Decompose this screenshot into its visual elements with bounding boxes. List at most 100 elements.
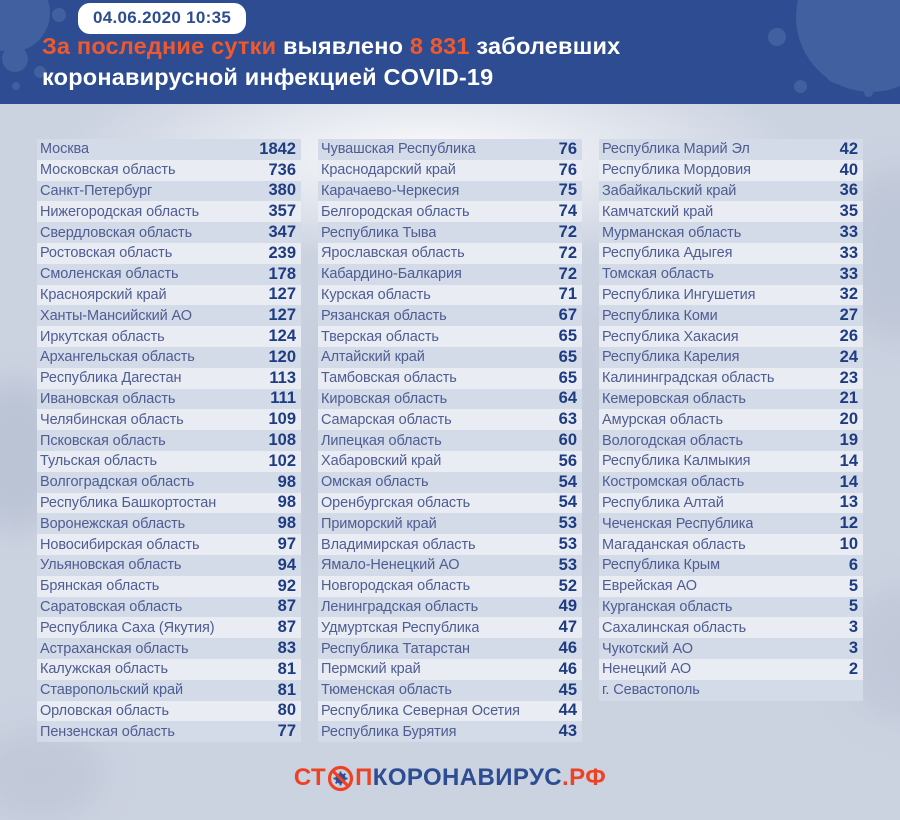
region-value: 81	[277, 680, 296, 699]
region-value: 75	[558, 181, 577, 200]
region-value: 127	[268, 285, 296, 304]
region-name: Белгородская область	[321, 203, 470, 220]
table-row: Курганская область 5	[599, 596, 863, 618]
region-value: 36	[839, 181, 858, 200]
region-value: 64	[558, 389, 577, 408]
region-name: Ивановская область	[40, 390, 176, 407]
table-column-1: Москва 1842 Московская область 736 Санкт-Пет…	[37, 139, 301, 743]
region-value: 67	[558, 306, 577, 325]
region-name: Рязанская область	[321, 307, 447, 324]
region-name: Архангельская область	[40, 349, 195, 366]
table-row: Кемеровская область 21	[599, 388, 863, 410]
region-value: 33	[839, 264, 858, 283]
table-row: Камчатский край 35	[599, 201, 863, 223]
table-row: Пермский край 46	[318, 658, 582, 680]
region-value: 74	[558, 202, 577, 221]
table-column-2: Чувашская Республика 76 Краснодарский край…	[318, 139, 582, 743]
region-name: Московская область	[40, 162, 176, 179]
region-name: Кировская область	[321, 390, 448, 407]
region-value: 65	[558, 347, 577, 366]
region-name: Самарская область	[321, 411, 452, 428]
region-value: 32	[839, 285, 858, 304]
table-row: Томская область 33	[599, 263, 863, 285]
region-value: 72	[558, 243, 577, 262]
headline-accent: За последние сутки	[42, 33, 277, 59]
region-name: Псковская область	[40, 432, 166, 449]
table-row: Республика Дагестан 113	[37, 367, 301, 389]
table-row: Ханты-Мансийский АО 127	[37, 305, 301, 327]
region-name: Республика Тыва	[321, 224, 437, 241]
region-value: 127	[268, 306, 296, 325]
region-name: Карачаево-Черкесия	[321, 182, 460, 199]
region-name: Нижегородская область	[40, 203, 200, 220]
table-row: Чеченская Республика 12	[599, 513, 863, 535]
table-row: Тамбовская область 65	[318, 367, 582, 389]
region-name: Республика Крым	[602, 557, 720, 574]
virus-splat-icon	[52, 8, 66, 22]
table-row: Орловская область 80	[37, 700, 301, 722]
table-row: Владимирская область 53	[318, 534, 582, 555]
region-name: Приморский край	[321, 515, 437, 532]
table-row: Ставропольский край 81	[37, 679, 301, 701]
region-value: 120	[268, 347, 296, 366]
table-row: Ивановская область 111	[37, 388, 301, 410]
logo-text-koronavirus: КОРОНАВИРУС	[372, 764, 563, 791]
region-value: 40	[839, 160, 858, 179]
region-name: Тамбовская область	[321, 370, 457, 387]
table-row: Удмуртская Республика 47	[318, 617, 582, 639]
table-row: Оренбургская область 54	[318, 492, 582, 514]
table-row: Кабардино-Балкария 72	[318, 263, 582, 285]
region-value: 87	[277, 597, 296, 616]
region-name: Владимирская область	[321, 536, 476, 553]
no-virus-icon	[328, 765, 354, 791]
region-name: Томская область	[602, 266, 714, 283]
table-row: Республика Крым 6	[599, 554, 863, 576]
logo-text-rf: .РФ	[562, 764, 607, 791]
region-name: Республика Дагестан	[40, 370, 182, 387]
table-row: Карачаево-Черкесия 75	[318, 180, 582, 202]
table-row: Республика Марий Эл 42	[599, 139, 863, 160]
table-row: Астраханская область 83	[37, 638, 301, 659]
region-name: Республика Татарстан	[321, 640, 470, 657]
table-row: Смоленская область 178	[37, 263, 301, 285]
table-row: Новосибирская область 97	[37, 534, 301, 555]
region-value: 5	[848, 576, 858, 595]
region-name: Чукотский АО	[602, 640, 693, 657]
table-row: Воронежская область 98	[37, 513, 301, 535]
region-name: Чувашская Республика	[321, 141, 476, 158]
region-name: Тюменская область	[321, 682, 452, 699]
region-name: Республика Коми	[602, 307, 718, 324]
region-name: Республика Мордовия	[602, 162, 751, 179]
region-value: 43	[558, 722, 577, 741]
region-name: Ямало-Ненецкий АО	[321, 557, 460, 574]
region-value: 92	[277, 576, 296, 595]
region-name: Республика Северная Осетия	[321, 702, 520, 719]
region-name: Ростовская область	[40, 245, 173, 262]
table-row: г. Севастополь	[599, 679, 863, 701]
table-row: Пензенская область 77	[37, 721, 301, 743]
region-value: 33	[839, 223, 858, 242]
table-row: Тульская область 102	[37, 450, 301, 472]
region-name: Мурманская область	[602, 224, 742, 241]
region-value: 52	[558, 576, 577, 595]
table-row: Санкт-Петербург 380	[37, 180, 301, 202]
headline-text: выявлено	[276, 33, 410, 59]
region-name: Ульяновская область	[40, 557, 182, 574]
table-row: Мурманская область 33	[599, 222, 863, 243]
table-row: Новгородская область 52	[318, 575, 582, 597]
table-row: Ямало-Ненецкий АО 53	[318, 554, 582, 576]
region-value: 76	[558, 139, 577, 158]
region-value: 63	[558, 410, 577, 429]
region-name: Свердловская область	[40, 224, 193, 241]
region-value: 124	[268, 327, 296, 346]
virus-splat-icon	[12, 82, 20, 90]
region-value: 65	[558, 327, 577, 346]
table-row: Краснодарский край 76	[318, 159, 582, 181]
virus-splat-icon	[768, 28, 786, 46]
region-value: 47	[558, 618, 577, 637]
region-name: Алтайский край	[321, 349, 425, 366]
table-row: Иркутская область 124	[37, 326, 301, 347]
table-row: Республика Бурятия 43	[318, 721, 582, 743]
region-name: Пензенская область	[40, 723, 175, 740]
table-row: Тверская область 65	[318, 326, 582, 347]
